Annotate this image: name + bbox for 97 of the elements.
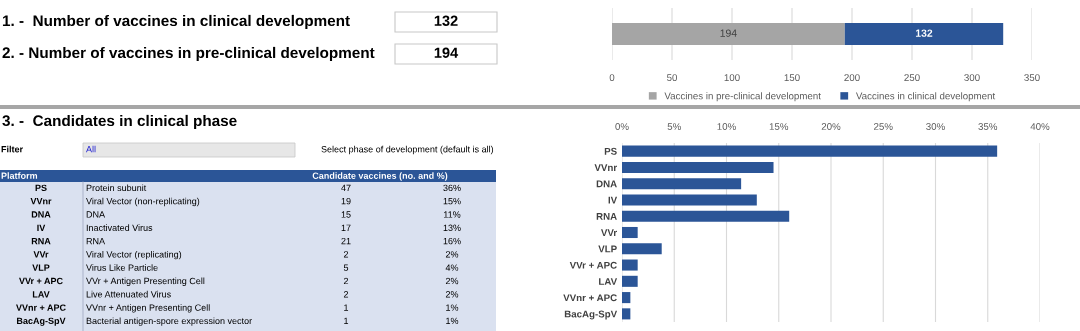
text: PS [35, 184, 47, 192]
y-tick-label: BacAg-SpV [564, 310, 618, 320]
bar [622, 194, 757, 206]
text: Viral Vector (replicating) [86, 250, 182, 260]
y-tick-label: PS [604, 147, 617, 155]
x-tick-label: 25% [874, 123, 893, 130]
text: 2 [343, 277, 349, 285]
text: 132 [434, 15, 458, 26]
y-tick-label: VVr + APC [569, 261, 617, 269]
bar [622, 292, 631, 304]
x-tick-label: 20% [821, 123, 841, 130]
data-label: 194 [720, 29, 737, 37]
bar [622, 178, 742, 190]
text: Inactivated Virus [86, 224, 153, 231]
x-tick-label: 350 [1024, 74, 1040, 82]
text: 13% [443, 224, 461, 231]
bar [622, 243, 662, 255]
text: 2% [445, 277, 459, 285]
text: RNA [86, 237, 106, 245]
x-tick-label: 50 [666, 74, 678, 82]
y-tick-label: LAV [599, 278, 618, 285]
text: Viral Vector (non-replicating) [86, 197, 200, 207]
text: 3. - Candidates in clinical phase [2, 114, 237, 130]
x-tick-label: 15% [769, 123, 789, 130]
text: VVnr + APC [16, 304, 66, 311]
bar [622, 259, 638, 271]
bar [622, 145, 998, 157]
text: Select phase of development (default is all) [321, 145, 494, 155]
bar [622, 161, 774, 173]
text: 2 [343, 251, 349, 258]
text: RNA [31, 237, 51, 245]
text: Live Attenuated Virus [86, 290, 171, 298]
x-tick-label: 5% [667, 123, 681, 130]
text: 21 [341, 237, 351, 245]
text: Platform [1, 172, 38, 179]
text: 2% [445, 251, 459, 258]
text: IV [37, 224, 46, 231]
text: BacAg-SpV [17, 317, 66, 326]
text: 1 [344, 317, 349, 324]
y-tick-label: IV [608, 196, 618, 204]
bar [622, 308, 631, 320]
text: 11% [443, 211, 461, 218]
text: DNA [31, 211, 51, 218]
text: 19 [341, 197, 351, 205]
text: 47 [341, 184, 351, 191]
x-tick-label: 10% [717, 123, 736, 130]
text: LAV [32, 291, 50, 298]
y-tick-label: DNA [596, 180, 617, 188]
text: 4% [445, 264, 459, 271]
x-tick-label: 300 [964, 74, 980, 82]
text: 194 [434, 47, 459, 58]
text: 2. - Number of vaccines in pre-clinical development [2, 46, 375, 62]
bar [622, 210, 790, 222]
x-tick-label: 0 [609, 74, 615, 82]
legend-label: Vaccines in clinical development [855, 92, 996, 102]
text: VVnr [30, 198, 52, 205]
text: VVr [33, 251, 49, 258]
text: VVnr + Antigen Presenting Cell [86, 304, 210, 313]
text: 1. - Number of vaccines in clinical development [2, 14, 350, 30]
text: Candidate vaccines (no. and %) [312, 172, 448, 181]
y-tick-label: VVnr + APC [563, 294, 617, 302]
x-tick-label: 30% [926, 123, 945, 130]
x-tick-label: 250 [904, 74, 920, 82]
text: DNA [86, 211, 106, 218]
text: Filter [1, 145, 23, 153]
text: 2 [343, 291, 349, 298]
text: 5 [343, 264, 349, 271]
y-tick-label: VVr [600, 229, 617, 237]
x-tick-label: 0% [615, 123, 629, 130]
x-tick-label: 150 [784, 74, 800, 82]
text: VVr + APC [19, 277, 63, 285]
x-tick-label: 40% [1030, 123, 1050, 130]
text: 15 [341, 211, 351, 218]
text: 2% [445, 291, 459, 298]
text: 1% [446, 304, 459, 311]
text: 36% [443, 184, 461, 192]
data-label: 132 [915, 29, 933, 37]
bar [622, 226, 638, 239]
y-tick-label: VLP [598, 245, 617, 253]
text: VVr + Antigen Presenting Cell [86, 277, 205, 286]
bar [622, 275, 638, 287]
y-tick-label: RNA [596, 213, 617, 220]
text: VLP [32, 264, 50, 271]
text: 16% [443, 237, 461, 245]
x-tick-label: 100 [724, 74, 740, 82]
legend-label: Vaccines in pre-clinical development [664, 92, 821, 102]
text: Virus Like Particle [86, 264, 158, 271]
text: All [86, 145, 96, 153]
text: Protein subunit [86, 184, 147, 192]
text: Bacterial antigen-spore expression vector [86, 317, 252, 326]
text: 15% [443, 198, 461, 205]
y-tick-label: VVnr [594, 164, 617, 171]
x-tick-label: 35% [978, 123, 998, 130]
text: 1 [344, 304, 349, 311]
text: 1% [446, 317, 459, 325]
text: 17 [341, 224, 351, 231]
x-tick-label: 200 [844, 74, 860, 82]
